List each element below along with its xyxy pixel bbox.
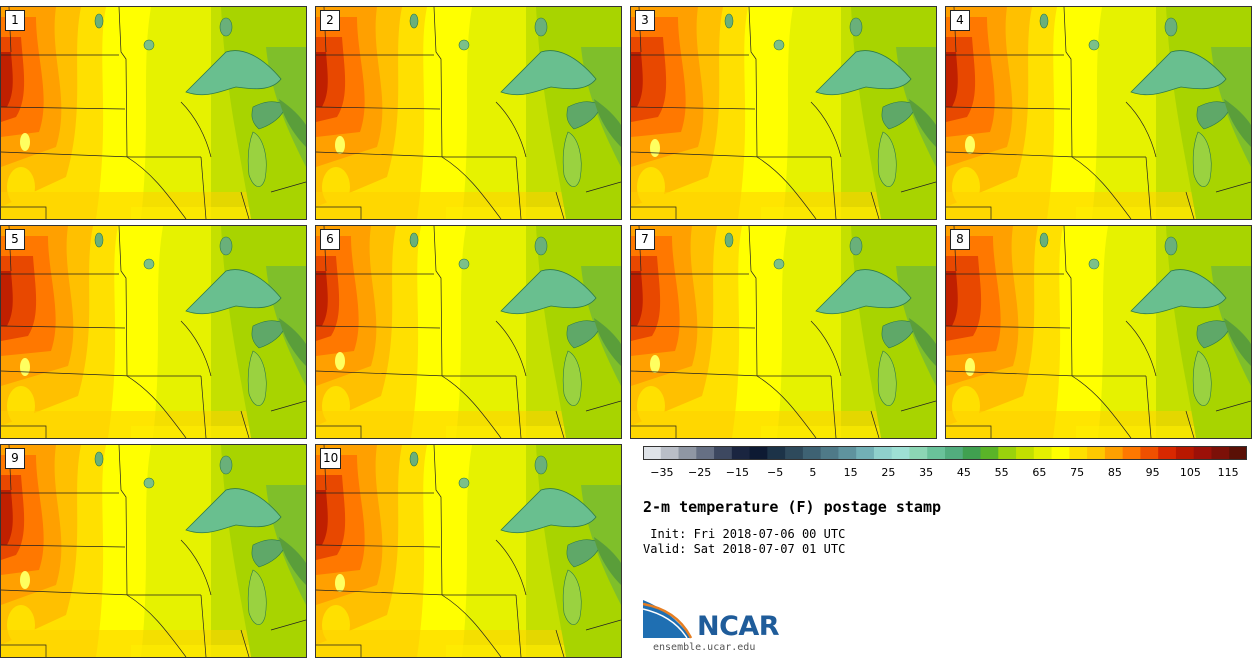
colorbar-tick-label: 65 bbox=[1032, 466, 1047, 479]
colorbar-swatch bbox=[749, 446, 768, 460]
colorbar-swatch bbox=[696, 446, 715, 460]
ensemble-member-panel: 2 bbox=[315, 6, 622, 220]
colorbar-swatch bbox=[909, 446, 928, 460]
colorbar-swatch bbox=[962, 446, 982, 460]
colorbar-swatch bbox=[873, 446, 893, 460]
ensemble-member-panel: 7 bbox=[630, 225, 937, 439]
temperature-map bbox=[1, 226, 306, 438]
ensemble-member-panel: 6 bbox=[315, 225, 622, 439]
colorbar-tick-label: 105 bbox=[1179, 466, 1201, 479]
init-time: Init: Fri 2018-07-06 00 UTC bbox=[643, 527, 846, 541]
colorbar-swatch bbox=[838, 446, 857, 460]
member-number-label: 4 bbox=[950, 10, 970, 31]
member-number-label: 6 bbox=[320, 229, 340, 250]
colorbar-tick-label: 85 bbox=[1107, 466, 1122, 479]
colorbar-swatch bbox=[1016, 446, 1035, 460]
colorbar-tick-label: 15 bbox=[843, 466, 858, 479]
ncar-logo-text: NCAR bbox=[697, 611, 780, 642]
temperature-map bbox=[1, 7, 306, 219]
ensemble-member-panel: 5 bbox=[0, 225, 307, 439]
colorbar-swatch bbox=[1122, 446, 1141, 460]
ensemble-member-panel: 1 bbox=[0, 6, 307, 220]
colorbar-swatch bbox=[643, 446, 662, 460]
colorbar-swatch bbox=[678, 446, 697, 460]
colorbar-tick-label: 45 bbox=[956, 466, 971, 479]
colorbar-swatch bbox=[1051, 446, 1070, 460]
member-number-label: 10 bbox=[320, 448, 342, 469]
ensemble-url: ensemble.ucar.edu bbox=[653, 642, 756, 653]
colorbar-tick-labels: −35 −25 −15 −5 5 15 25 35 45 55 65 75 85 95 105 115 bbox=[633, 466, 1260, 480]
colorbar-swatch bbox=[891, 446, 910, 460]
colorbar-tick-label: 35 bbox=[919, 466, 934, 479]
colorbar-tick-label: 115 bbox=[1217, 466, 1239, 479]
member-number-label: 1 bbox=[5, 10, 25, 31]
colorbar-tick-label: 55 bbox=[994, 466, 1009, 479]
colorbar-swatch bbox=[1140, 446, 1159, 460]
member-number-label: 7 bbox=[635, 229, 655, 250]
member-number-label: 3 bbox=[635, 10, 655, 31]
temperature-map bbox=[316, 7, 621, 219]
temperature-map bbox=[946, 226, 1251, 438]
colorbar-swatch bbox=[998, 446, 1017, 460]
ensemble-member-panel: 8 bbox=[945, 225, 1252, 439]
colorbar-swatch bbox=[1033, 446, 1053, 460]
colorbar-swatch bbox=[785, 446, 804, 460]
colorbar-swatch bbox=[1211, 446, 1230, 460]
colorbar-tick-label: 95 bbox=[1145, 466, 1160, 479]
colorbar-swatch bbox=[1104, 446, 1124, 460]
colorbar-tick-label: −25 bbox=[688, 466, 712, 479]
colorbar-swatch bbox=[980, 446, 999, 460]
colorbar-swatch bbox=[1069, 446, 1088, 460]
temperature-map bbox=[316, 226, 621, 438]
temperature-map bbox=[631, 226, 936, 438]
colorbar-swatch bbox=[714, 446, 733, 460]
colorbar-tick-label: 5 bbox=[809, 466, 817, 479]
temperature-map bbox=[946, 7, 1251, 219]
member-number-label: 8 bbox=[950, 229, 970, 250]
colorbar-tick-label: 25 bbox=[881, 466, 896, 479]
valid-time: Valid: Sat 2018-07-07 01 UTC bbox=[643, 542, 846, 556]
colorbar-swatch bbox=[1193, 446, 1212, 460]
chart-title: 2-m temperature (F) postage stamp bbox=[643, 498, 942, 516]
ncar-logo-icon bbox=[643, 600, 693, 639]
colorbar-swatch bbox=[767, 446, 786, 460]
colorbar-tick-label: −35 bbox=[650, 466, 674, 479]
colorbar-swatch bbox=[1175, 446, 1195, 460]
ensemble-member-panel: 4 bbox=[945, 6, 1252, 220]
temperature-map bbox=[631, 7, 936, 219]
ensemble-member-panel: 10 bbox=[315, 444, 622, 658]
colorbar-swatch bbox=[927, 446, 946, 460]
colorbar-swatch bbox=[856, 446, 875, 460]
member-number-label: 2 bbox=[320, 10, 340, 31]
colorbar-tick-label: −5 bbox=[767, 466, 784, 479]
ensemble-member-panel: 3 bbox=[630, 6, 937, 220]
colorbar-tick-label: −15 bbox=[725, 466, 749, 479]
ensemble-member-panel: 9 bbox=[0, 444, 307, 658]
colorbar-swatch bbox=[660, 446, 680, 460]
colorbar-frame bbox=[643, 446, 1247, 460]
colorbar-tick-label: 75 bbox=[1070, 466, 1085, 479]
temperature-map bbox=[1, 445, 306, 657]
colorbar-swatch bbox=[1087, 446, 1106, 460]
temperature-map bbox=[316, 445, 621, 657]
colorbar-swatch bbox=[820, 446, 839, 460]
temperature-colorbar bbox=[643, 446, 1247, 460]
colorbar-swatch bbox=[1229, 446, 1247, 460]
colorbar-swatch bbox=[1158, 446, 1177, 460]
colorbar-swatch bbox=[802, 446, 822, 460]
member-number-label: 9 bbox=[5, 448, 25, 469]
colorbar-swatch bbox=[731, 446, 751, 460]
member-number-label: 5 bbox=[5, 229, 25, 250]
colorbar-swatch bbox=[945, 446, 964, 460]
